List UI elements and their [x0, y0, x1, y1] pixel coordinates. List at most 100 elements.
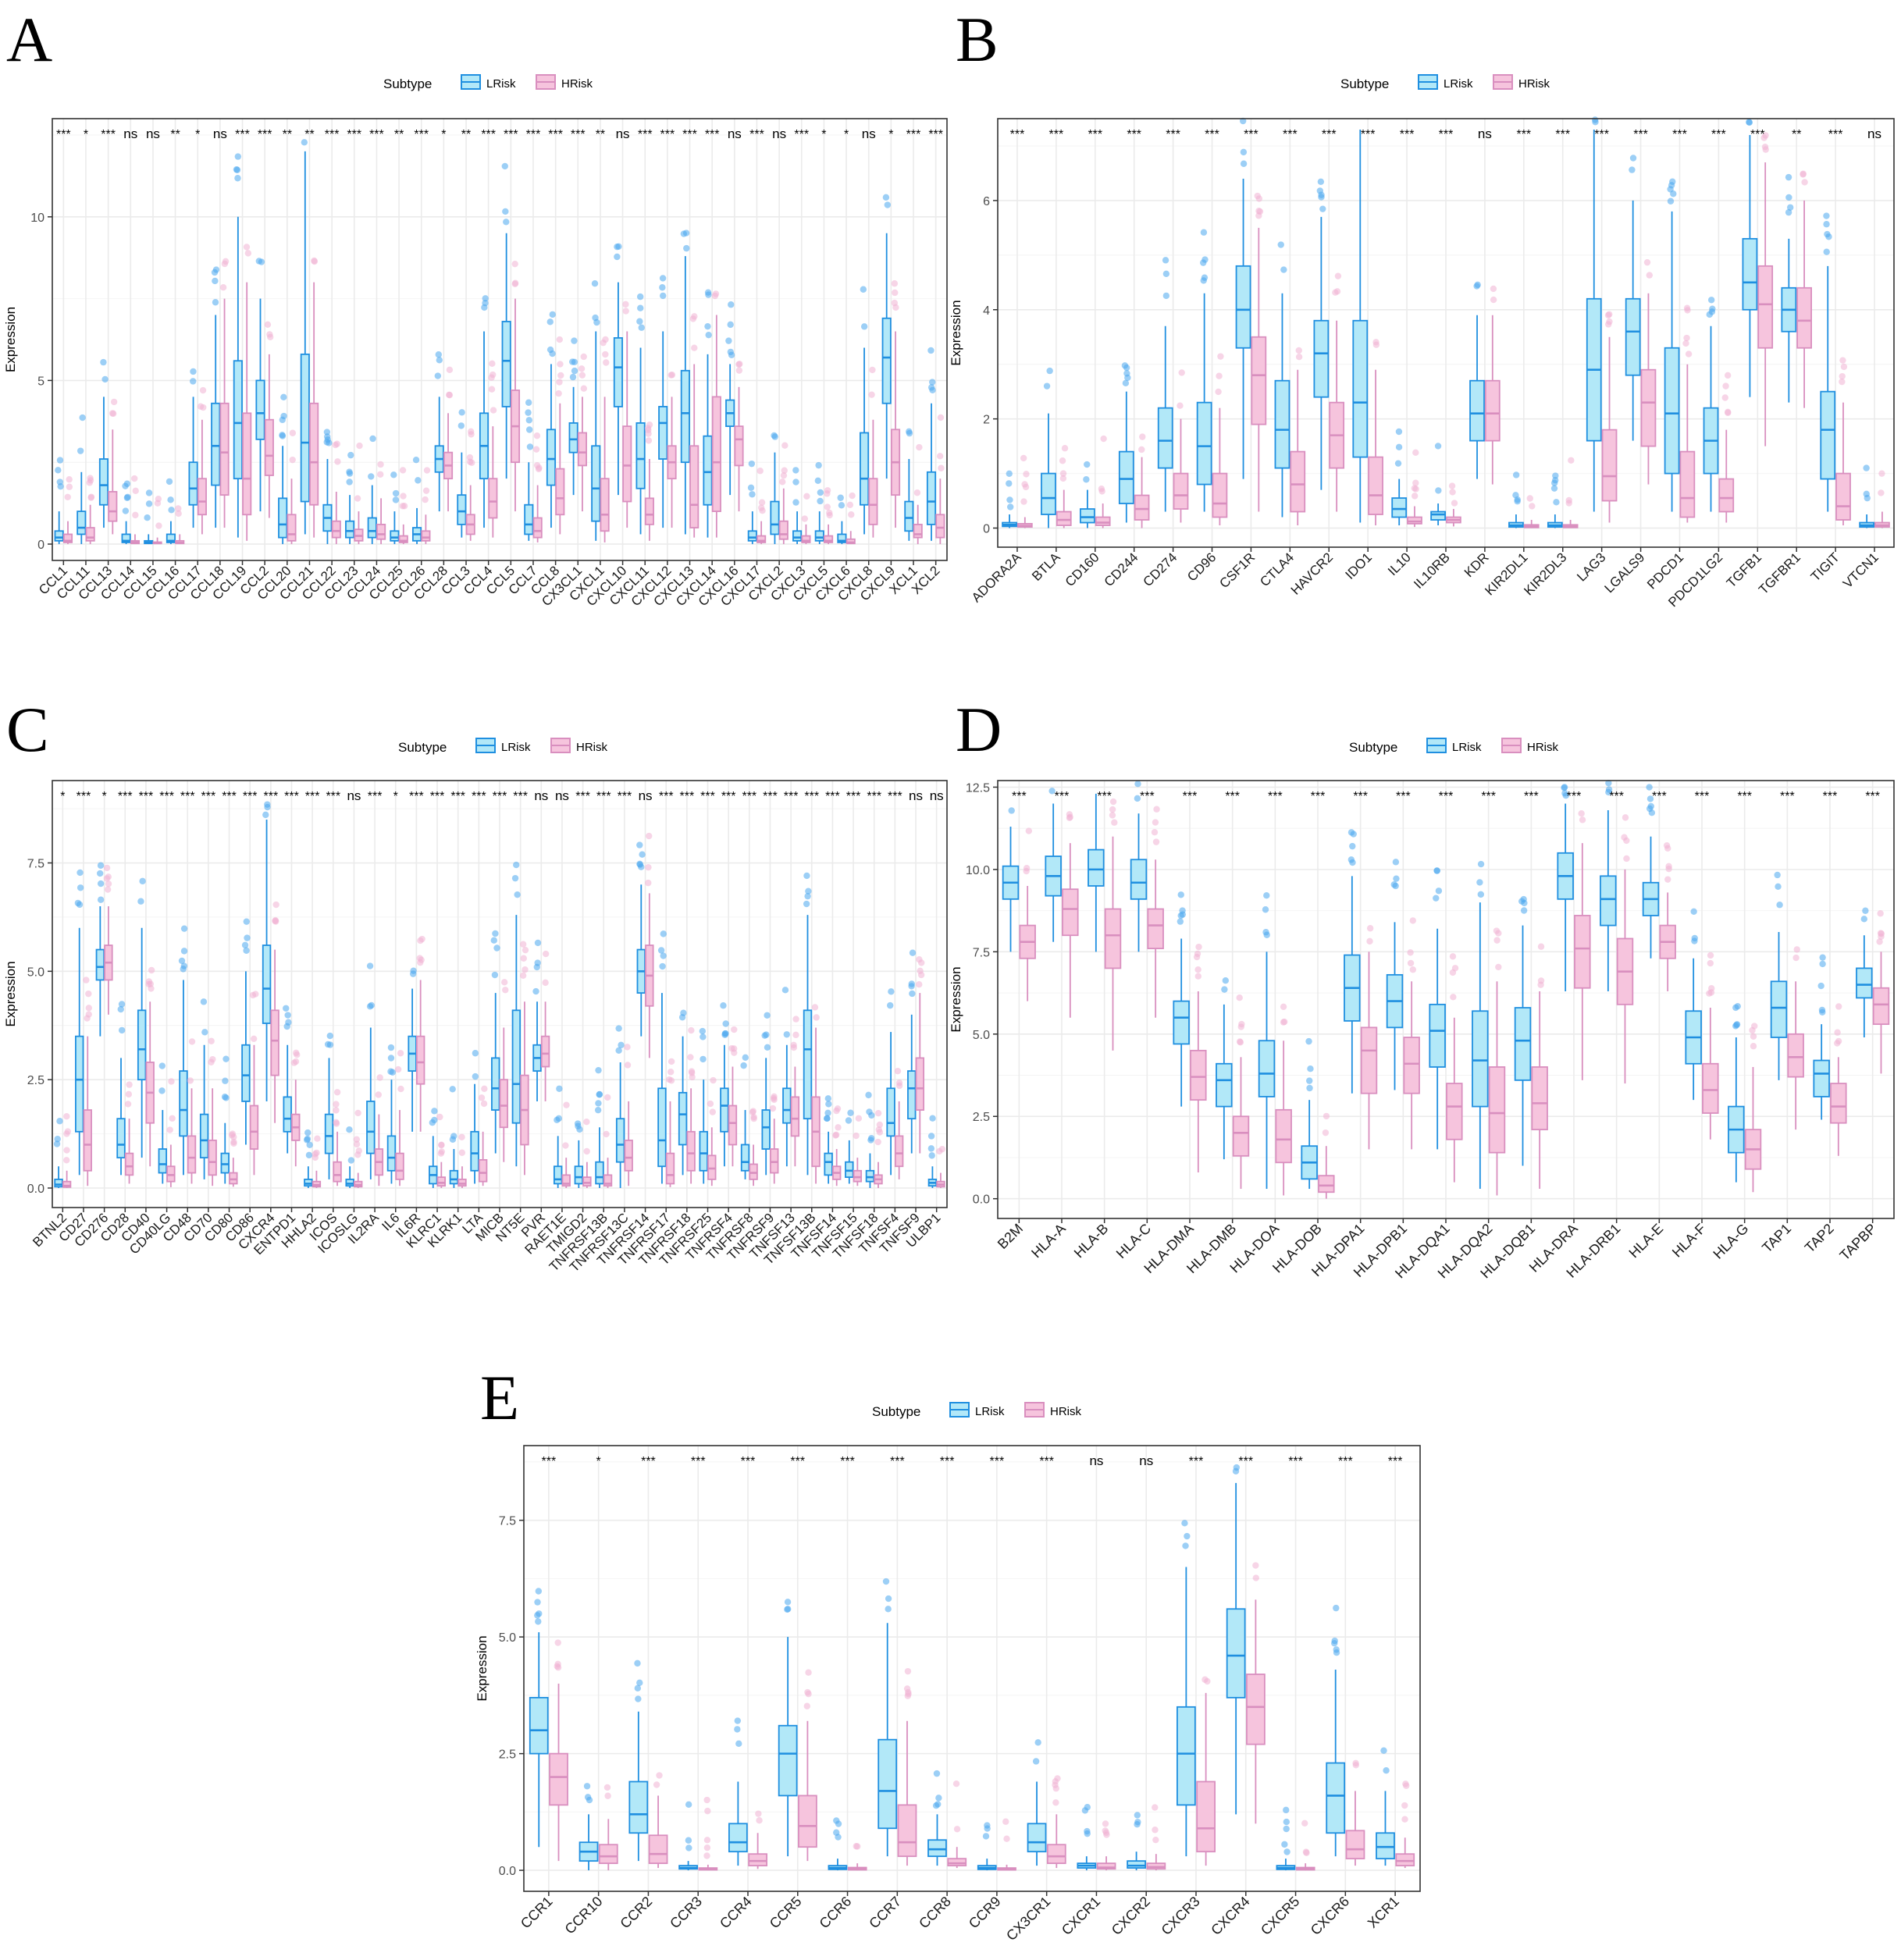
outlier-point: [1194, 966, 1201, 973]
outlier-point: [1449, 953, 1457, 960]
box-lrisk-cxcl13: [680, 229, 690, 535]
outlier-point: [1477, 860, 1485, 868]
box-hrisk-adora2a: [1016, 454, 1033, 528]
significance-label: ***: [659, 790, 674, 803]
box-lrisk-ccl25: [390, 471, 400, 545]
box-hrisk-cxcr4: [270, 901, 279, 1123]
box-lrisk-cxcl16: [725, 301, 735, 496]
y-tick-label: 10: [30, 212, 44, 225]
panel-e: E Subtype LRisk HRisk0.02.55.07.5Expression…: [475, 1362, 1421, 1944]
x-tick-label: CCR8: [916, 1894, 954, 1932]
outlier-point: [387, 1044, 395, 1051]
outlier-point: [903, 1685, 911, 1692]
outlier-point: [888, 988, 895, 995]
outlier-point: [1708, 308, 1716, 315]
box-body: [1796, 286, 1812, 349]
outlier-point: [511, 260, 518, 268]
outlier-point: [783, 1031, 790, 1038]
outlier-point: [435, 351, 442, 358]
significance-label: ns: [347, 788, 361, 803]
outlier-point: [1177, 912, 1184, 920]
outlier-point: [208, 1037, 215, 1044]
outlier-point: [490, 937, 497, 944]
box-body: [366, 1101, 376, 1154]
outlier-point: [221, 1094, 229, 1101]
box-hrisk-ccl18: [219, 258, 230, 528]
outlier-point: [1746, 119, 1753, 126]
box-body: [1679, 450, 1696, 518]
box-lrisk-pdcd1: [1664, 178, 1680, 512]
outlier-point: [1216, 372, 1223, 379]
outlier-point: [549, 311, 556, 318]
box-lrisk-ccl11: [77, 414, 87, 545]
box-body: [1246, 1674, 1266, 1745]
outlier-point: [56, 1118, 63, 1125]
box-hrisk-tnfsf15: [853, 1115, 863, 1186]
box-lrisk-ccl18: [211, 266, 221, 528]
series-lrisk: [1002, 779, 1873, 1190]
outlier-point: [847, 1109, 854, 1116]
significance-label: ns: [616, 126, 630, 141]
outlier-point: [166, 1126, 173, 1133]
outlier-point: [105, 873, 112, 880]
outlier-point: [1683, 304, 1691, 311]
outlier-point: [1352, 1759, 1359, 1767]
outlier-point: [703, 1844, 711, 1852]
box-body: [1664, 347, 1680, 475]
box-lrisk-ccl7: [524, 399, 534, 541]
y-tick-label: 0: [983, 523, 990, 536]
box-hrisk-tnfsf4: [894, 1067, 904, 1179]
x-tick-label: HLA-C: [1113, 1221, 1154, 1261]
box-body: [121, 533, 131, 543]
outlier-point: [580, 353, 587, 361]
significance-label: ***: [1010, 128, 1025, 141]
outlier-point: [1749, 1026, 1756, 1034]
significance-label: ***: [1672, 128, 1687, 141]
outlier-point: [659, 284, 666, 291]
box-body: [390, 530, 400, 542]
outlier-point: [1034, 1739, 1041, 1746]
box-hrisk-ccl13: [108, 398, 118, 535]
outlier-point: [525, 399, 532, 406]
outlier-point: [63, 1130, 70, 1137]
outlier-point: [1579, 816, 1586, 823]
outlier-point: [1412, 479, 1419, 486]
outlier-point: [244, 934, 251, 941]
outlier-point: [784, 1599, 792, 1606]
box-lrisk-ccl19: [233, 153, 243, 538]
box-body: [158, 1148, 168, 1174]
outlier-point: [97, 862, 105, 869]
outlier-point: [333, 1120, 340, 1127]
outlier-point: [1032, 1758, 1040, 1765]
y-tick-label: 7.5: [973, 946, 990, 959]
legend: Subtype LRisk HRisk: [383, 74, 593, 91]
significance-label: ***: [1567, 790, 1582, 803]
outlier-point: [1801, 179, 1808, 186]
outlier-point: [660, 292, 667, 300]
x-tick-label: TGFBR1: [1756, 550, 1803, 597]
box-lrisk-klrc1: [429, 1108, 438, 1189]
box-hrisk-cxcl14: [711, 290, 721, 538]
outlier-point: [279, 416, 286, 424]
outlier-point: [704, 322, 711, 330]
significance-label: ***: [763, 790, 778, 803]
outlier-point: [1621, 834, 1628, 841]
box-body: [1702, 1062, 1719, 1114]
box-lrisk-hla-b: [1088, 793, 1105, 952]
outlier-point: [811, 1004, 819, 1011]
box-body: [309, 402, 319, 506]
outlier-point: [1394, 460, 1402, 467]
box-body: [1173, 1000, 1190, 1045]
outlier-point: [1152, 1836, 1159, 1844]
outlier-point: [109, 410, 117, 418]
outlier-point: [653, 1781, 660, 1788]
box-lrisk-cxcl14: [703, 289, 713, 538]
outlier-point: [1008, 807, 1015, 814]
outlier-point: [562, 1142, 569, 1149]
outlier-point: [927, 1133, 935, 1140]
outlier-point: [709, 1108, 717, 1115]
box-hrisk-cxcl5: [824, 487, 834, 545]
box-hrisk-tnfrsf17: [665, 1058, 675, 1187]
outlier-point: [1395, 428, 1403, 436]
